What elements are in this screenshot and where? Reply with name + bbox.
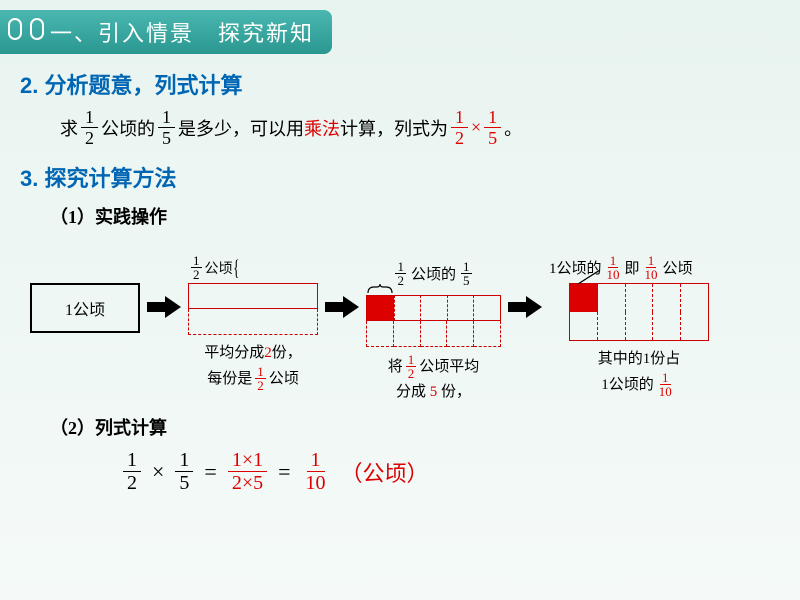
section2-text: 求 1 2 公顷的 1 5 是多少，可以用 乘法 计算，列式为 1 2 × 1 … [60,108,800,147]
header-bar: 一、引入情景 探究新知 [0,10,332,54]
sub1-title: （1）实践操作 [50,203,800,229]
brace-icon [366,283,394,295]
box-1-hectare: 1公顷 [30,283,140,333]
arrow-1 [146,295,182,319]
stage-1: 1公顷 [30,237,140,339]
box-tenth-grid [569,283,709,341]
expr-frac-b: 1 5 [484,108,501,147]
spiral-binding [8,18,44,40]
keyword-multiply: 乘法 [304,115,340,141]
arrow-2 [324,295,360,319]
box-fifth-split [366,295,501,347]
pointer-line-icon [574,270,604,284]
fraction-1-5: 1 5 [158,108,175,147]
section3-title: 3. 探究计算方法 [20,161,800,193]
stage-4: 1公顷的 110 即 110 公顷 其中的1份占 1公顷的110 [549,237,729,398]
calculation: 12 × 15 = 1×12×5 = 110 （公顷） [120,450,800,493]
sub2-title: （2）列式计算 [50,414,800,440]
section2-title: 2. 分析题意，列式计算 [20,68,800,100]
box-half-split [188,283,318,335]
expr-frac-a: 1 2 [451,108,468,147]
header-title: 一、引入情景 探究新知 [50,21,314,46]
fraction-1-2: 1 2 [81,108,98,147]
arrow-3 [507,295,543,319]
stage-2: 12 公顷 { 平均分成2份， 每份是12公顷 [188,237,318,392]
diagram-row: 1公顷 12 公顷 { 平均分成2份， 每份是12公顷 [30,237,800,404]
stage-3: 12 公顷的 15 将12公顷平均 [366,237,501,404]
